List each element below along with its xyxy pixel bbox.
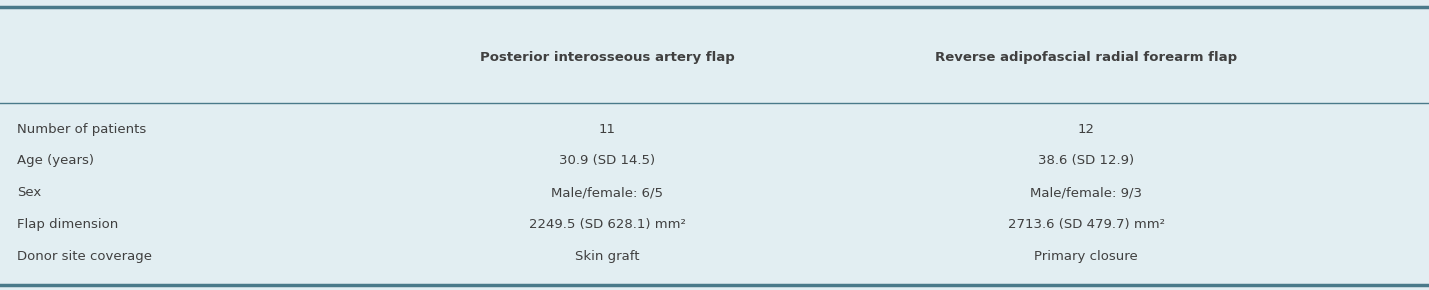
Text: Flap dimension: Flap dimension (17, 218, 119, 231)
Text: Primary closure: Primary closure (1035, 250, 1137, 263)
Text: Age (years): Age (years) (17, 155, 94, 167)
Text: Number of patients: Number of patients (17, 123, 146, 135)
Text: 2249.5 (SD 628.1) mm²: 2249.5 (SD 628.1) mm² (529, 218, 686, 231)
Text: Male/female: 9/3: Male/female: 9/3 (1030, 186, 1142, 199)
Text: 12: 12 (1077, 123, 1095, 135)
Text: 11: 11 (599, 123, 616, 135)
Text: Male/female: 6/5: Male/female: 6/5 (552, 186, 663, 199)
Text: 30.9 (SD 14.5): 30.9 (SD 14.5) (559, 155, 656, 167)
Text: Posterior interosseous artery flap: Posterior interosseous artery flap (480, 52, 735, 64)
Text: Reverse adipofascial radial forearm flap: Reverse adipofascial radial forearm flap (935, 52, 1238, 64)
Text: 2713.6 (SD 479.7) mm²: 2713.6 (SD 479.7) mm² (1007, 218, 1165, 231)
Text: 38.6 (SD 12.9): 38.6 (SD 12.9) (1037, 155, 1135, 167)
Text: Donor site coverage: Donor site coverage (17, 250, 151, 263)
Text: Skin graft: Skin graft (574, 250, 640, 263)
Text: Sex: Sex (17, 186, 41, 199)
